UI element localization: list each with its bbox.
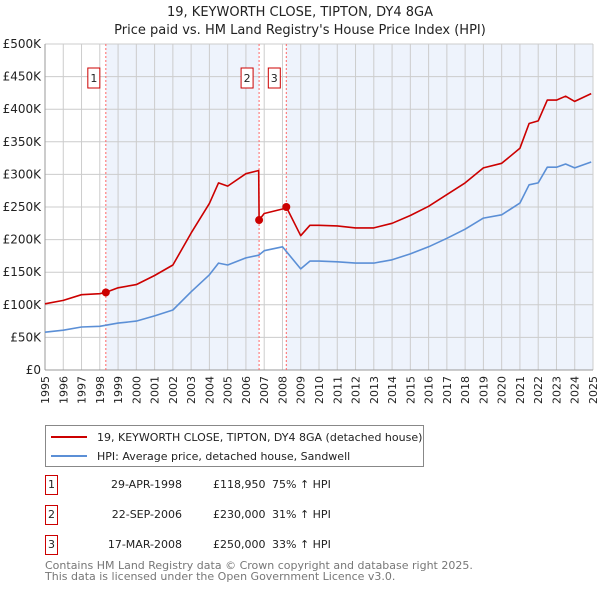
- price-chart: 1995 1996 1997 1998 1999 2000 2001 2002 2003 2004…: [3, 37, 600, 404]
- transaction-date: 22-SEP-2006: [111, 508, 182, 521]
- sale-point: [255, 216, 264, 225]
- legend-item-hpi: HPI: Average price, detached house, Sand…: [51, 448, 350, 464]
- y-tick-label: £50K: [10, 330, 42, 344]
- x-tick-label: 2009: [295, 376, 308, 404]
- footer-licence: This data is licensed under the Open Gov…: [45, 570, 396, 583]
- x-tick-label: 2025: [587, 376, 600, 404]
- transaction-marker: 3: [45, 535, 58, 555]
- footer-copyright: Contains HM Land Registry data © Crown c…: [45, 559, 473, 572]
- x-tick-label: 2012: [350, 376, 363, 404]
- x-tick-label: 2006: [240, 376, 253, 404]
- x-tick-label: 2001: [149, 376, 162, 404]
- sale-point: [282, 203, 291, 211]
- transaction-row: 2 22-SEP-2006 £230,000 31% ↑ HPI: [45, 505, 445, 525]
- transaction-hpi: 31% ↑ HPI: [272, 508, 331, 521]
- chart-title: 19, KEYWORTH CLOSE, TIPTON, DY4 8GA: [167, 5, 433, 20]
- x-tick-label: 2003: [185, 376, 198, 404]
- y-tick-label: £500K: [3, 37, 43, 51]
- x-tick-label: 2017: [441, 376, 454, 404]
- x-tick-label: 2002: [167, 376, 180, 404]
- sale-marker-box: [267, 67, 281, 89]
- y-tick-label: £0: [26, 363, 41, 377]
- x-tick-label: 2020: [496, 376, 509, 404]
- legend-label-property: 19, KEYWORTH CLOSE, TIPTON, DY4 8GA (det…: [97, 430, 423, 444]
- sale-marker-label: 2: [244, 72, 251, 85]
- x-tick-label: 2015: [404, 376, 417, 404]
- transaction-hpi: 75% ↑ HPI: [272, 478, 331, 491]
- x-tick-label: 2008: [276, 376, 289, 404]
- x-tick-label: 1997: [76, 376, 89, 404]
- y-tick-label: £400K: [3, 102, 43, 116]
- legend-swatch-hpi: [51, 455, 87, 457]
- x-tick-label: 2010: [313, 376, 326, 404]
- x-tick-label: 1995: [39, 376, 52, 404]
- x-tick-label: 1999: [112, 376, 125, 404]
- x-tick-label: 2023: [550, 376, 563, 404]
- legend-swatch-property: [51, 436, 87, 438]
- legend-label-hpi: HPI: Average price, detached house, Sand…: [97, 449, 351, 463]
- transaction-marker: 2: [45, 505, 58, 525]
- transaction-hpi: 33% ↑ HPI: [272, 538, 331, 551]
- x-tick-label: 2005: [222, 376, 235, 404]
- sale-marker-box: [240, 67, 254, 89]
- y-tick-label: £150K: [3, 265, 43, 279]
- sale-marker-label: 3: [271, 72, 278, 85]
- x-tick-label: 2019: [477, 376, 490, 404]
- legend-item-property: 19, KEYWORTH CLOSE, TIPTON, DY4 8GA (det…: [51, 429, 422, 445]
- y-tick-label: £250K: [3, 200, 43, 214]
- x-tick-label: 2011: [331, 376, 344, 404]
- series-line-hpi: [44, 161, 592, 333]
- y-tick-label: £100K: [3, 298, 43, 312]
- x-tick-label: 2004: [203, 376, 216, 404]
- transaction-row: 1 29-APR-1998 £118,950 75% ↑ HPI: [45, 475, 445, 495]
- y-tick-label: £200K: [3, 233, 43, 247]
- y-tick-label: £300K: [3, 167, 43, 181]
- series-line-property: [44, 92, 592, 305]
- sale-marker-label: 1: [90, 72, 97, 85]
- sale-marker-box: [87, 67, 101, 89]
- x-tick-label: 1998: [94, 376, 107, 404]
- x-tick-label: 2014: [386, 376, 399, 404]
- transaction-price: £250,000: [213, 538, 266, 551]
- transaction-marker: 1: [45, 475, 58, 495]
- transaction-date: 29-APR-1998: [110, 478, 182, 491]
- sale-point: [101, 288, 110, 297]
- x-tick-label: 2018: [459, 376, 472, 404]
- x-tick-label: 2022: [532, 376, 545, 404]
- transaction-date: 17-MAR-2008: [107, 538, 182, 551]
- y-tick-label: £450K: [3, 70, 43, 84]
- chart-subtitle: Price paid vs. HM Land Registry's House …: [114, 23, 486, 38]
- x-tick-label: 2013: [368, 376, 381, 404]
- x-tick-label: 2007: [258, 376, 271, 404]
- transaction-price: £230,000: [213, 508, 266, 521]
- legend: 19, KEYWORTH CLOSE, TIPTON, DY4 8GA (det…: [45, 425, 424, 467]
- transaction-row: 3 17-MAR-2008 £250,000 33% ↑ HPI: [45, 535, 445, 555]
- footer: Contains HM Land Registry data © Crown c…: [45, 560, 473, 582]
- x-tick-label: 2000: [130, 376, 143, 404]
- x-tick-label: 2024: [569, 376, 582, 404]
- x-tick-label: 2016: [423, 376, 436, 404]
- y-tick-label: £350K: [3, 135, 43, 149]
- x-tick-label: 1996: [57, 376, 70, 404]
- x-tick-label: 2021: [514, 376, 527, 404]
- transaction-price: £118,950: [213, 478, 266, 491]
